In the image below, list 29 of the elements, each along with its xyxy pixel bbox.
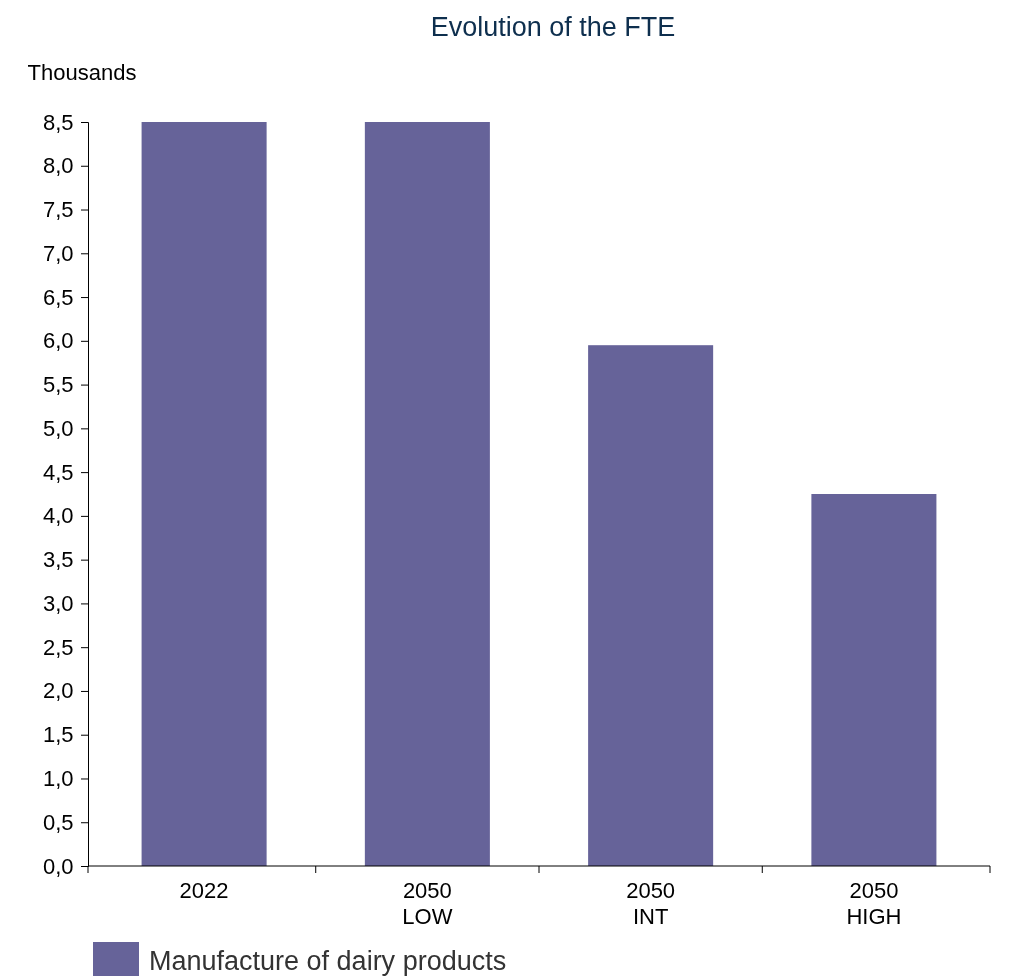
y-tick-label: 5,0 [43, 415, 74, 441]
x-tick-label: 2050 HIGH [846, 878, 902, 929]
y-tick-label: 5,5 [43, 372, 74, 398]
y-tick-label: 6,5 [43, 284, 74, 310]
y-tick-label: 4,5 [43, 459, 74, 485]
y-tick-label: 2,5 [43, 634, 74, 660]
x-tick-label: 2050 INT [626, 878, 676, 929]
y-tick-label: 8,5 [43, 109, 74, 135]
bar [588, 345, 714, 866]
bar [811, 494, 937, 866]
y-tick-label: 8,0 [43, 153, 74, 179]
y-tick-label: 7,5 [43, 197, 74, 223]
y-tick-label: 3,5 [43, 547, 74, 573]
y-tick-label: 3,0 [43, 590, 74, 616]
y-axis-title: Thousands [27, 60, 137, 85]
chart-title: Evolution of the FTE [430, 12, 676, 42]
bar [364, 122, 490, 866]
y-tick-label: 2,0 [43, 678, 74, 704]
y-tick-label: 0,5 [43, 809, 74, 835]
y-tick-label: 6,0 [43, 328, 74, 354]
y-tick-label: 1,0 [43, 766, 74, 792]
bar [141, 122, 267, 866]
x-tick-label: 2022 [179, 878, 229, 903]
y-tick-label: 1,5 [43, 722, 74, 748]
y-tick-label: 4,0 [43, 503, 74, 529]
legend-label: Manufacture of dairy products [149, 946, 507, 976]
y-tick-label: 7,0 [43, 240, 74, 266]
y-tick-label: 0,0 [43, 853, 74, 879]
x-tick-label: 2050 LOW [402, 878, 453, 929]
